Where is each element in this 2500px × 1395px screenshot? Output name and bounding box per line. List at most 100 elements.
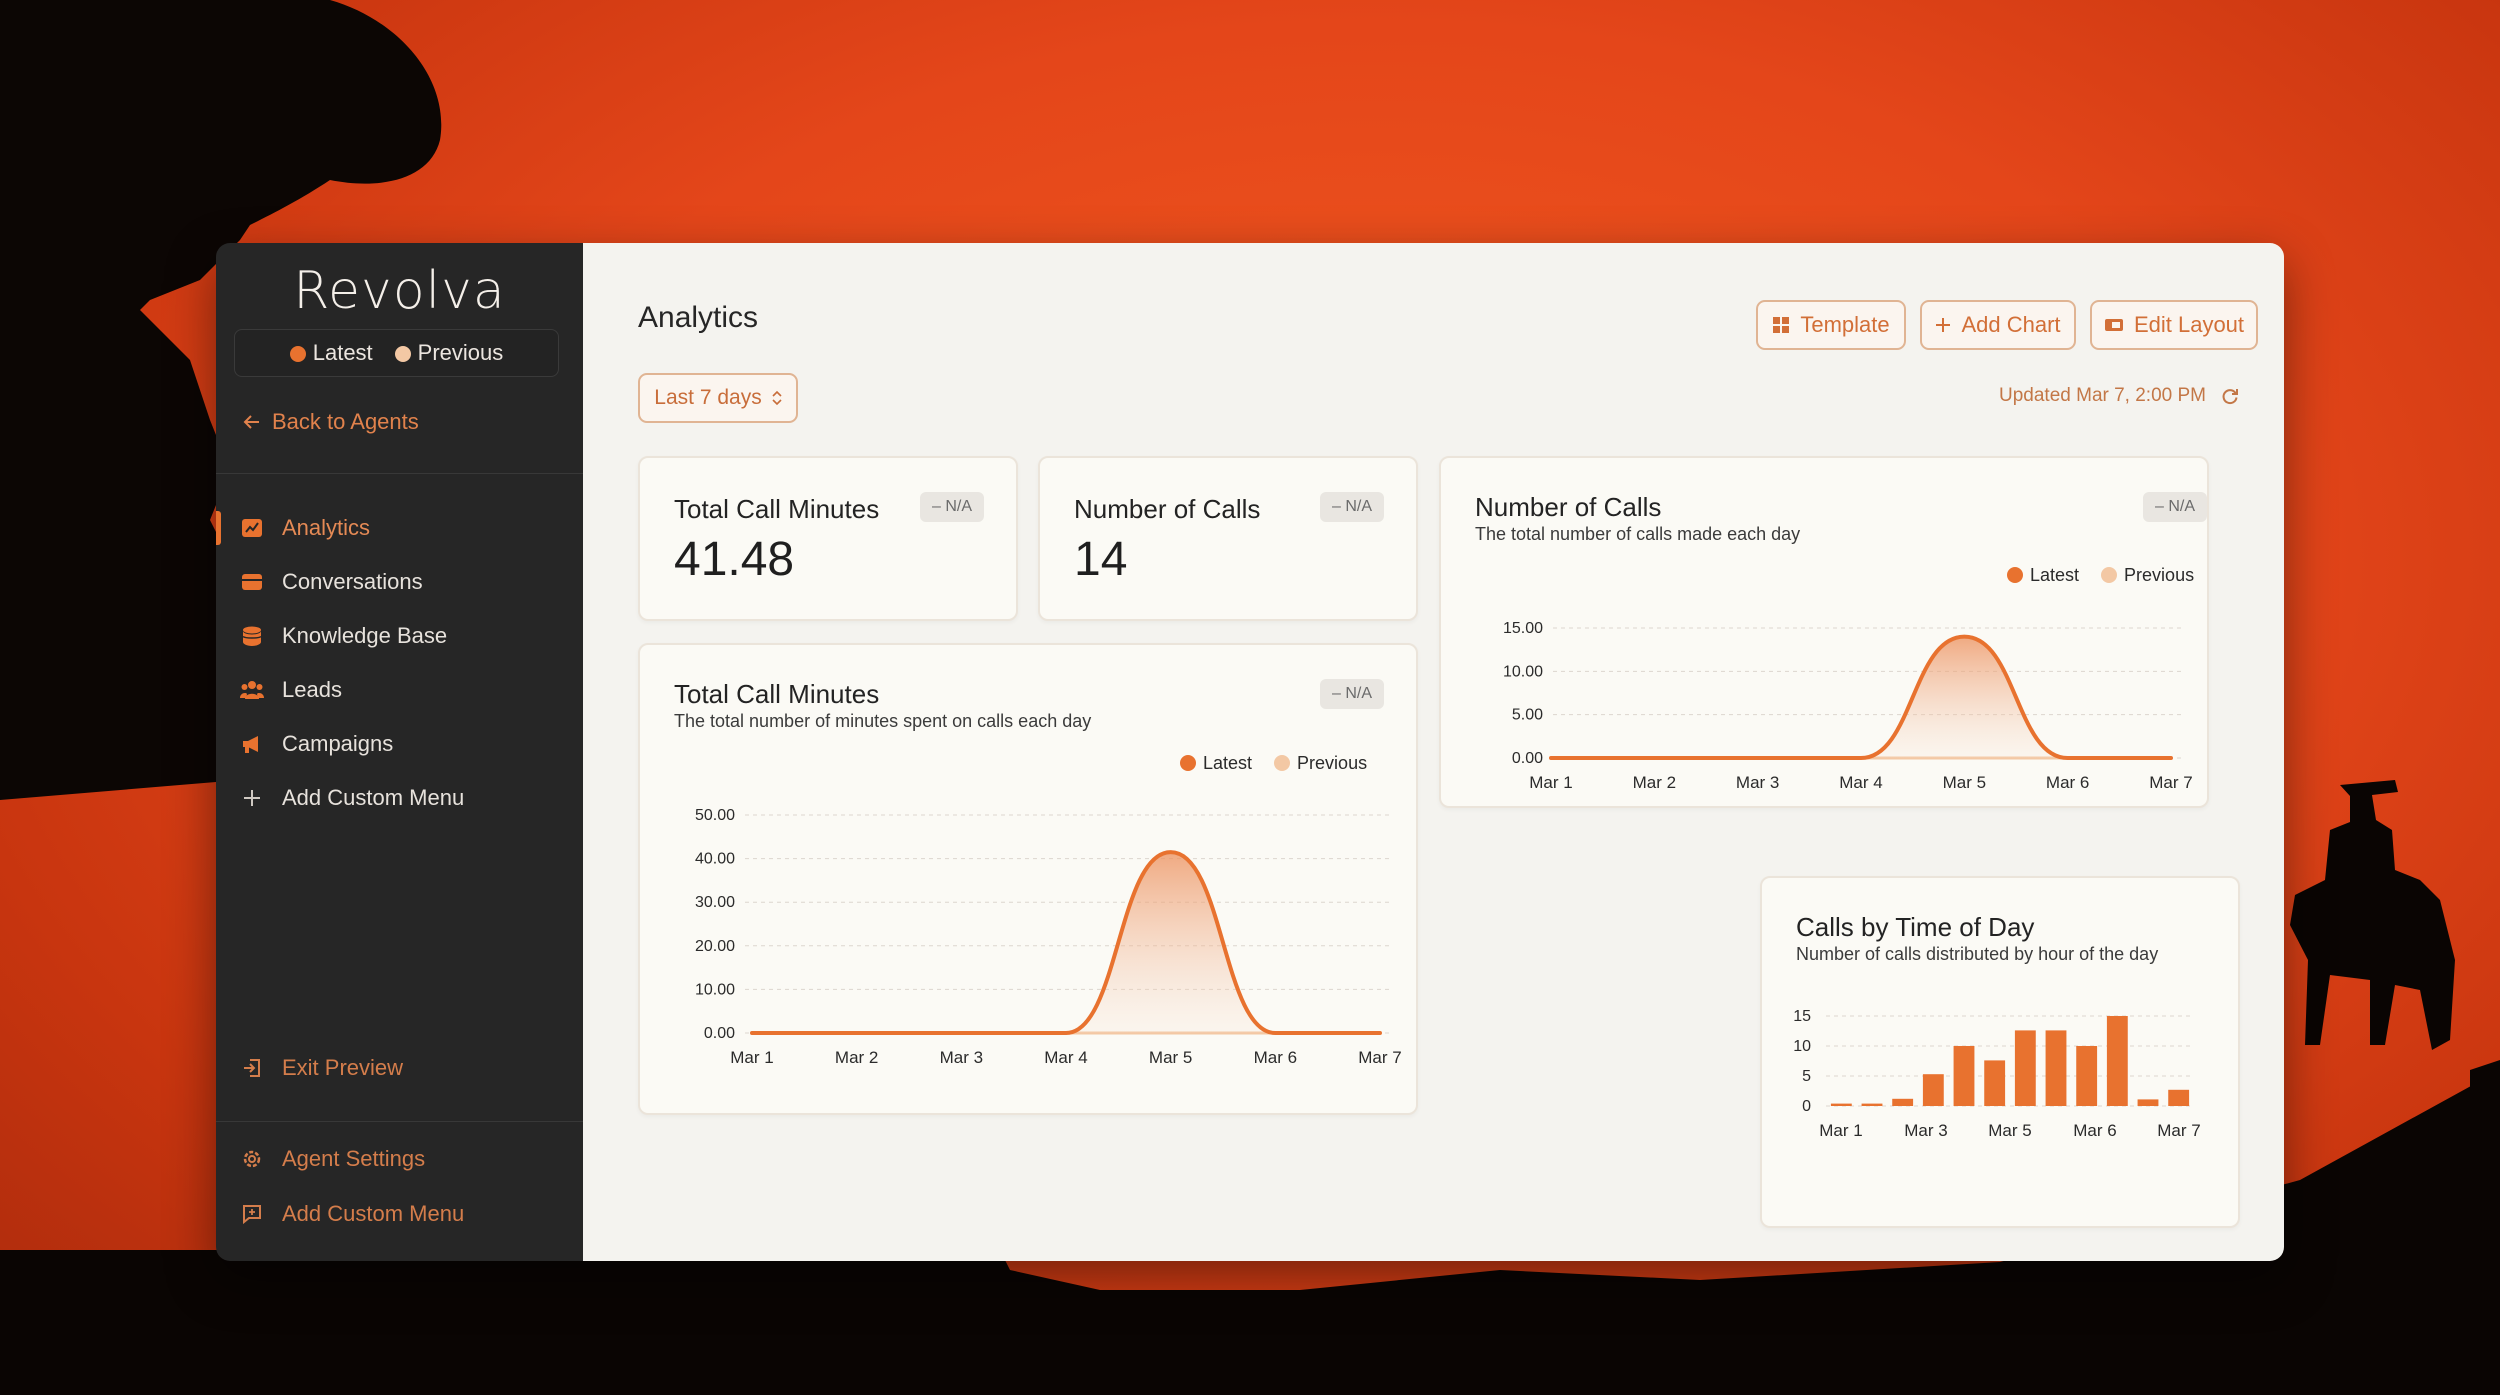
chart-icon <box>240 516 264 540</box>
legend-previous: Previous <box>394 340 503 366</box>
legend-previous: Previous <box>1274 753 1367 774</box>
gear-icon <box>240 1147 264 1171</box>
legend-latest: Latest <box>2007 565 2079 586</box>
add-chart-button[interactable]: Add Chart <box>1920 300 2076 350</box>
layout-icon <box>2104 319 2123 331</box>
chart-subtitle: The total number of minutes spent on cal… <box>674 711 1092 731</box>
add-custom-menu-link[interactable]: Add Custom Menu <box>240 1201 464 1227</box>
chart-title: Number of Calls <box>1475 492 1662 522</box>
page-title: Analytics <box>638 301 759 334</box>
x-tick-label: Mar 1 <box>730 1048 773 1067</box>
bar <box>2106 1016 2128 1106</box>
series-latest-area <box>1551 636 2171 758</box>
calls-bar-chart: 0 5 10 15 Mar 1 Mar 3 Mar 5 Mar 6 Mar 7 <box>1793 1008 2201 1140</box>
sidebar-item-campaigns[interactable]: Campaigns <box>216 717 583 771</box>
bar <box>1953 1046 1975 1106</box>
agent-settings-link[interactable]: Agent Settings <box>240 1146 425 1172</box>
chart-title: Calls by Time of Day <box>1796 912 2035 942</box>
sidebar-item-knowledge-base[interactable]: Knowledge Base <box>216 609 583 663</box>
latest-dot-icon <box>289 346 306 362</box>
x-tick-label: Mar 4 <box>1839 773 1882 792</box>
chart-card-calls-by-time: Calls by Time of Day Number of calls dis… <box>1760 876 2240 1228</box>
y-tick-label: 50.00 <box>695 807 735 824</box>
bar <box>1892 1098 1914 1106</box>
bar <box>1830 1103 1852 1106</box>
x-tick-label: Mar 2 <box>1633 773 1676 792</box>
sidebar-item-add-custom-menu[interactable]: Add Custom Menu <box>216 771 583 825</box>
arrow-left-icon <box>243 415 259 429</box>
last-updated: Updated Mar 7, 2:00 PM <box>1999 385 2240 407</box>
date-range-select[interactable]: Last 7 days <box>638 373 798 423</box>
template-button[interactable]: Template <box>1756 300 1906 350</box>
y-tick-label: 20.00 <box>695 938 735 955</box>
na-badge: – N/A <box>1320 679 1384 709</box>
sidebar-divider-bottom <box>216 1121 583 1122</box>
sidebar-nav: Analytics Conversations Knowledge Base L… <box>216 501 583 825</box>
y-tick-label: 0.00 <box>1512 750 1543 767</box>
sidebar-item-analytics[interactable]: Analytics <box>216 501 583 555</box>
sidebar-legend: Latest Previous <box>234 329 559 377</box>
chart-title: Total Call Minutes <box>674 679 880 709</box>
x-tick-label: Mar 6 <box>2046 773 2089 792</box>
bar <box>1861 1103 1883 1106</box>
exit-icon <box>240 1056 264 1080</box>
edit-layout-button[interactable]: Edit Layout <box>2090 300 2258 350</box>
y-tick-label: 0.00 <box>704 1025 735 1042</box>
legend-latest: Latest <box>1180 753 1252 774</box>
latest-dot-icon <box>2007 567 2023 583</box>
y-tick-label: 0 <box>1802 1098 1811 1115</box>
x-tick-label: Mar 5 <box>1988 1121 2031 1140</box>
exit-preview-link[interactable]: Exit Preview <box>240 1055 403 1081</box>
bar <box>2014 1030 2036 1106</box>
na-badge: – N/A <box>1320 492 1384 522</box>
sidebar-item-conversations[interactable]: Conversations <box>216 555 583 609</box>
refresh-icon[interactable] <box>2220 386 2240 406</box>
series-latest-area <box>752 852 1380 1033</box>
rider-silhouette <box>2290 780 2455 1050</box>
y-tick-label: 40.00 <box>695 851 735 868</box>
previous-dot-icon <box>1274 755 1291 771</box>
chart-subtitle: Number of calls distributed by hour of t… <box>1796 944 2159 964</box>
legend-previous: Previous <box>2101 565 2194 586</box>
message-square-icon <box>240 1202 264 1226</box>
main-content: Analytics Template Add Chart Edit Layout… <box>583 243 2284 1261</box>
plus-icon <box>1936 318 1951 332</box>
y-tick-label: 5 <box>1802 1068 1811 1085</box>
y-tick-label: 5.00 <box>1512 707 1543 724</box>
sidebar-item-leads[interactable]: Leads <box>216 663 583 717</box>
bar <box>2045 1030 2067 1106</box>
chart-legend: Latest Previous <box>1180 753 1367 774</box>
database-icon <box>240 624 264 648</box>
grid-icon <box>1773 317 1790 333</box>
stat-value: 41.48 <box>674 533 795 586</box>
legend-latest: Latest <box>289 340 373 366</box>
na-badge: – N/A <box>2143 492 2207 522</box>
previous-dot-icon <box>394 346 411 362</box>
previous-dot-icon <box>2101 567 2118 583</box>
inbox-icon <box>240 570 264 594</box>
y-tick-label: 15.00 <box>1503 620 1543 637</box>
chart-subtitle: The total number of calls made each day <box>1475 524 1801 544</box>
sidebar-divider <box>216 473 583 474</box>
plus-icon <box>240 786 264 810</box>
brand-logo: Revolva <box>293 261 506 321</box>
chart-card-number-of-calls: Number of Calls The total number of call… <box>1439 456 2209 808</box>
minutes-area-chart: 0.00 10.00 20.00 30.00 40.00 50.00 Mar 1 Mar 2 M… <box>695 807 1402 1067</box>
x-tick-label: Mar 3 <box>1736 773 1779 792</box>
x-tick-label: Mar 2 <box>835 1048 878 1067</box>
chevron-updown-icon <box>772 390 782 406</box>
bar <box>1984 1060 2006 1106</box>
y-tick-label: 15 <box>1793 1008 1811 1025</box>
x-tick-label: Mar 1 <box>1819 1121 1862 1140</box>
bar <box>2137 1099 2159 1106</box>
calls-area-chart: 0.00 5.00 10.00 15.00 Mar 1 Mar 2 Mar 3 Mar 4 Ma… <box>1503 620 2193 792</box>
x-tick-label: Mar 5 <box>1149 1048 1192 1067</box>
megaphone-icon <box>240 732 264 756</box>
back-to-agents-link[interactable]: Back to Agents <box>242 409 419 435</box>
y-tick-label: 10.00 <box>1503 663 1543 680</box>
cowboy-silhouette <box>0 0 442 800</box>
ground-silhouette <box>0 1070 2500 1395</box>
sidebar: Revolva Latest Previous Back to Agents A… <box>216 243 583 1261</box>
series-latest-line <box>750 850 1382 1035</box>
